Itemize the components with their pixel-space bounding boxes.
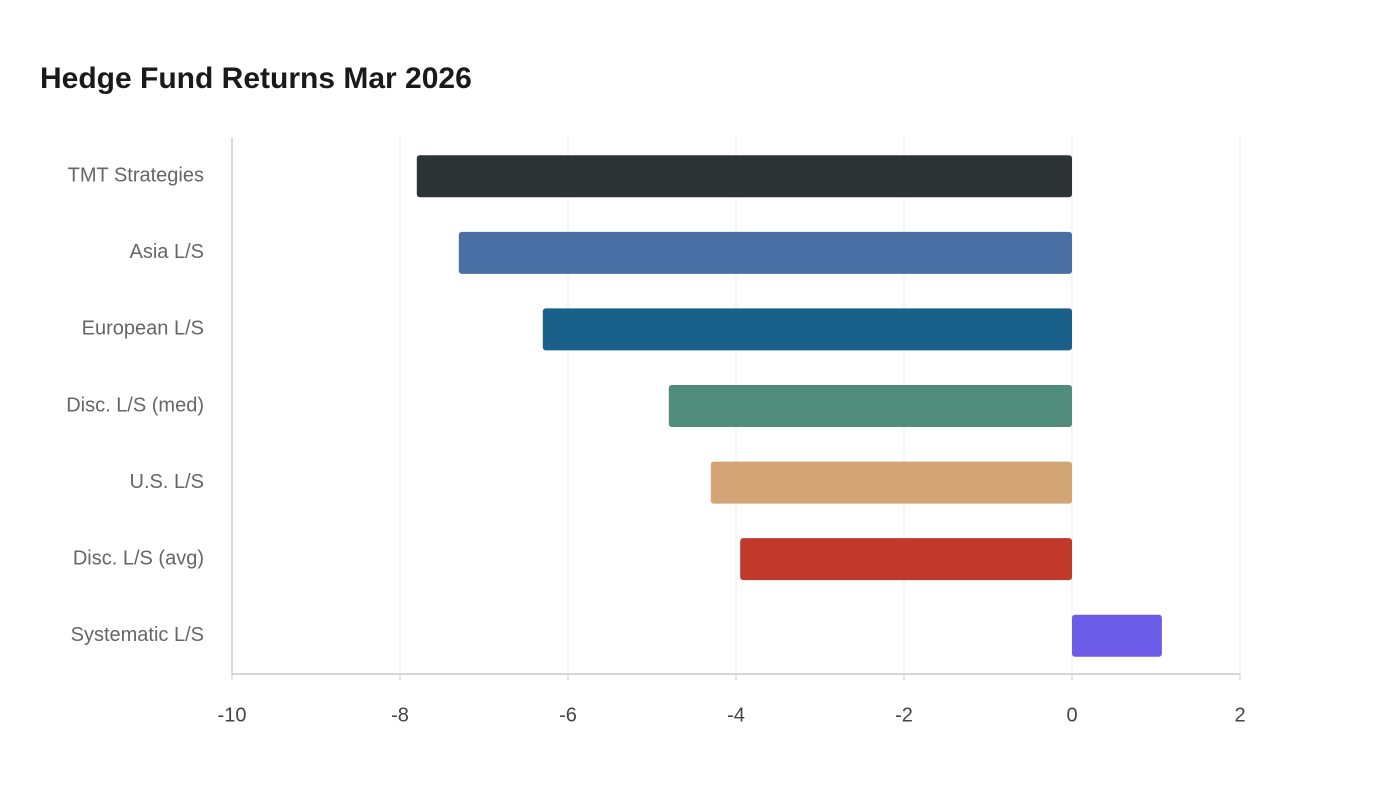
bar <box>710 461 1072 504</box>
x-tick-label: 2 <box>1234 704 1245 726</box>
bar <box>1072 614 1162 657</box>
x-tick-label: -2 <box>895 704 913 726</box>
y-tick-label: Asia L/S <box>130 241 204 263</box>
y-tick-label: European L/S <box>82 318 204 340</box>
bar <box>542 308 1072 351</box>
y-tick-label: Disc. L/S (med) <box>66 394 204 416</box>
chart-title: Hedge Fund Returns Mar 2026 <box>40 62 472 95</box>
bar <box>416 155 1072 198</box>
x-tick-label: -4 <box>727 704 745 726</box>
x-tick-label: -10 <box>218 704 247 726</box>
y-tick-label: Disc. L/S (avg) <box>73 547 204 569</box>
x-tick-label: -8 <box>391 704 409 726</box>
bar <box>458 231 1072 274</box>
y-tick-label: Systematic L/S <box>71 624 204 646</box>
x-tick-label: -6 <box>559 704 577 726</box>
y-tick-label: TMT Strategies <box>68 165 204 187</box>
x-tick-label: 0 <box>1066 704 1077 726</box>
bar <box>668 385 1072 427</box>
bar <box>740 538 1072 581</box>
y-tick-label: U.S. L/S <box>130 471 204 493</box>
